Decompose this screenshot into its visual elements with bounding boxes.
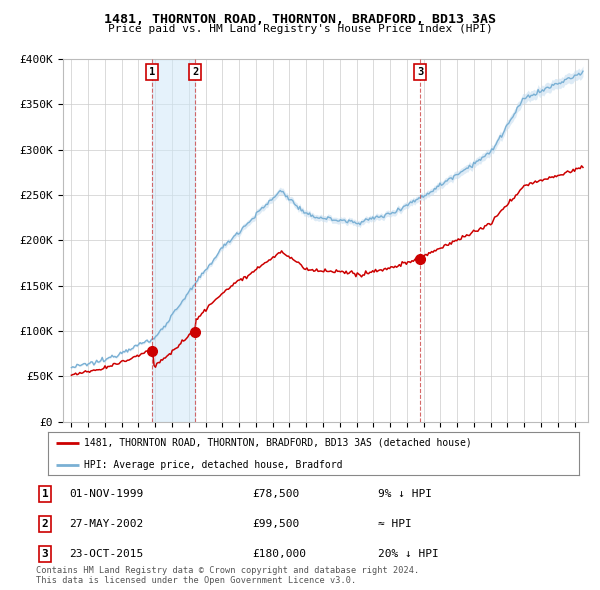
Text: £78,500: £78,500	[252, 489, 299, 499]
Text: Contains HM Land Registry data © Crown copyright and database right 2024.: Contains HM Land Registry data © Crown c…	[36, 566, 419, 575]
Text: 3: 3	[417, 67, 424, 77]
Text: HPI: Average price, detached house, Bradford: HPI: Average price, detached house, Brad…	[84, 460, 343, 470]
Text: 1481, THORNTON ROAD, THORNTON, BRADFORD, BD13 3AS (detached house): 1481, THORNTON ROAD, THORNTON, BRADFORD,…	[84, 438, 472, 448]
Text: This data is licensed under the Open Government Licence v3.0.: This data is licensed under the Open Gov…	[36, 576, 356, 585]
Bar	[152, 59, 195, 422]
Text: 2: 2	[41, 519, 49, 529]
Text: 1481, THORNTON ROAD, THORNTON, BRADFORD, BD13 3AS: 1481, THORNTON ROAD, THORNTON, BRADFORD,…	[104, 13, 496, 26]
Text: £180,000: £180,000	[252, 549, 306, 559]
Text: Price paid vs. HM Land Registry's House Price Index (HPI): Price paid vs. HM Land Registry's House …	[107, 24, 493, 34]
Text: 20% ↓ HPI: 20% ↓ HPI	[378, 549, 439, 559]
Text: 2: 2	[192, 67, 198, 77]
Text: 1: 1	[149, 67, 155, 77]
Text: 3: 3	[41, 549, 49, 559]
Text: 27-MAY-2002: 27-MAY-2002	[69, 519, 143, 529]
Text: ≈ HPI: ≈ HPI	[378, 519, 412, 529]
Text: 23-OCT-2015: 23-OCT-2015	[69, 549, 143, 559]
Text: 1: 1	[41, 489, 49, 499]
Text: 01-NOV-1999: 01-NOV-1999	[69, 489, 143, 499]
Text: £99,500: £99,500	[252, 519, 299, 529]
Text: 9% ↓ HPI: 9% ↓ HPI	[378, 489, 432, 499]
